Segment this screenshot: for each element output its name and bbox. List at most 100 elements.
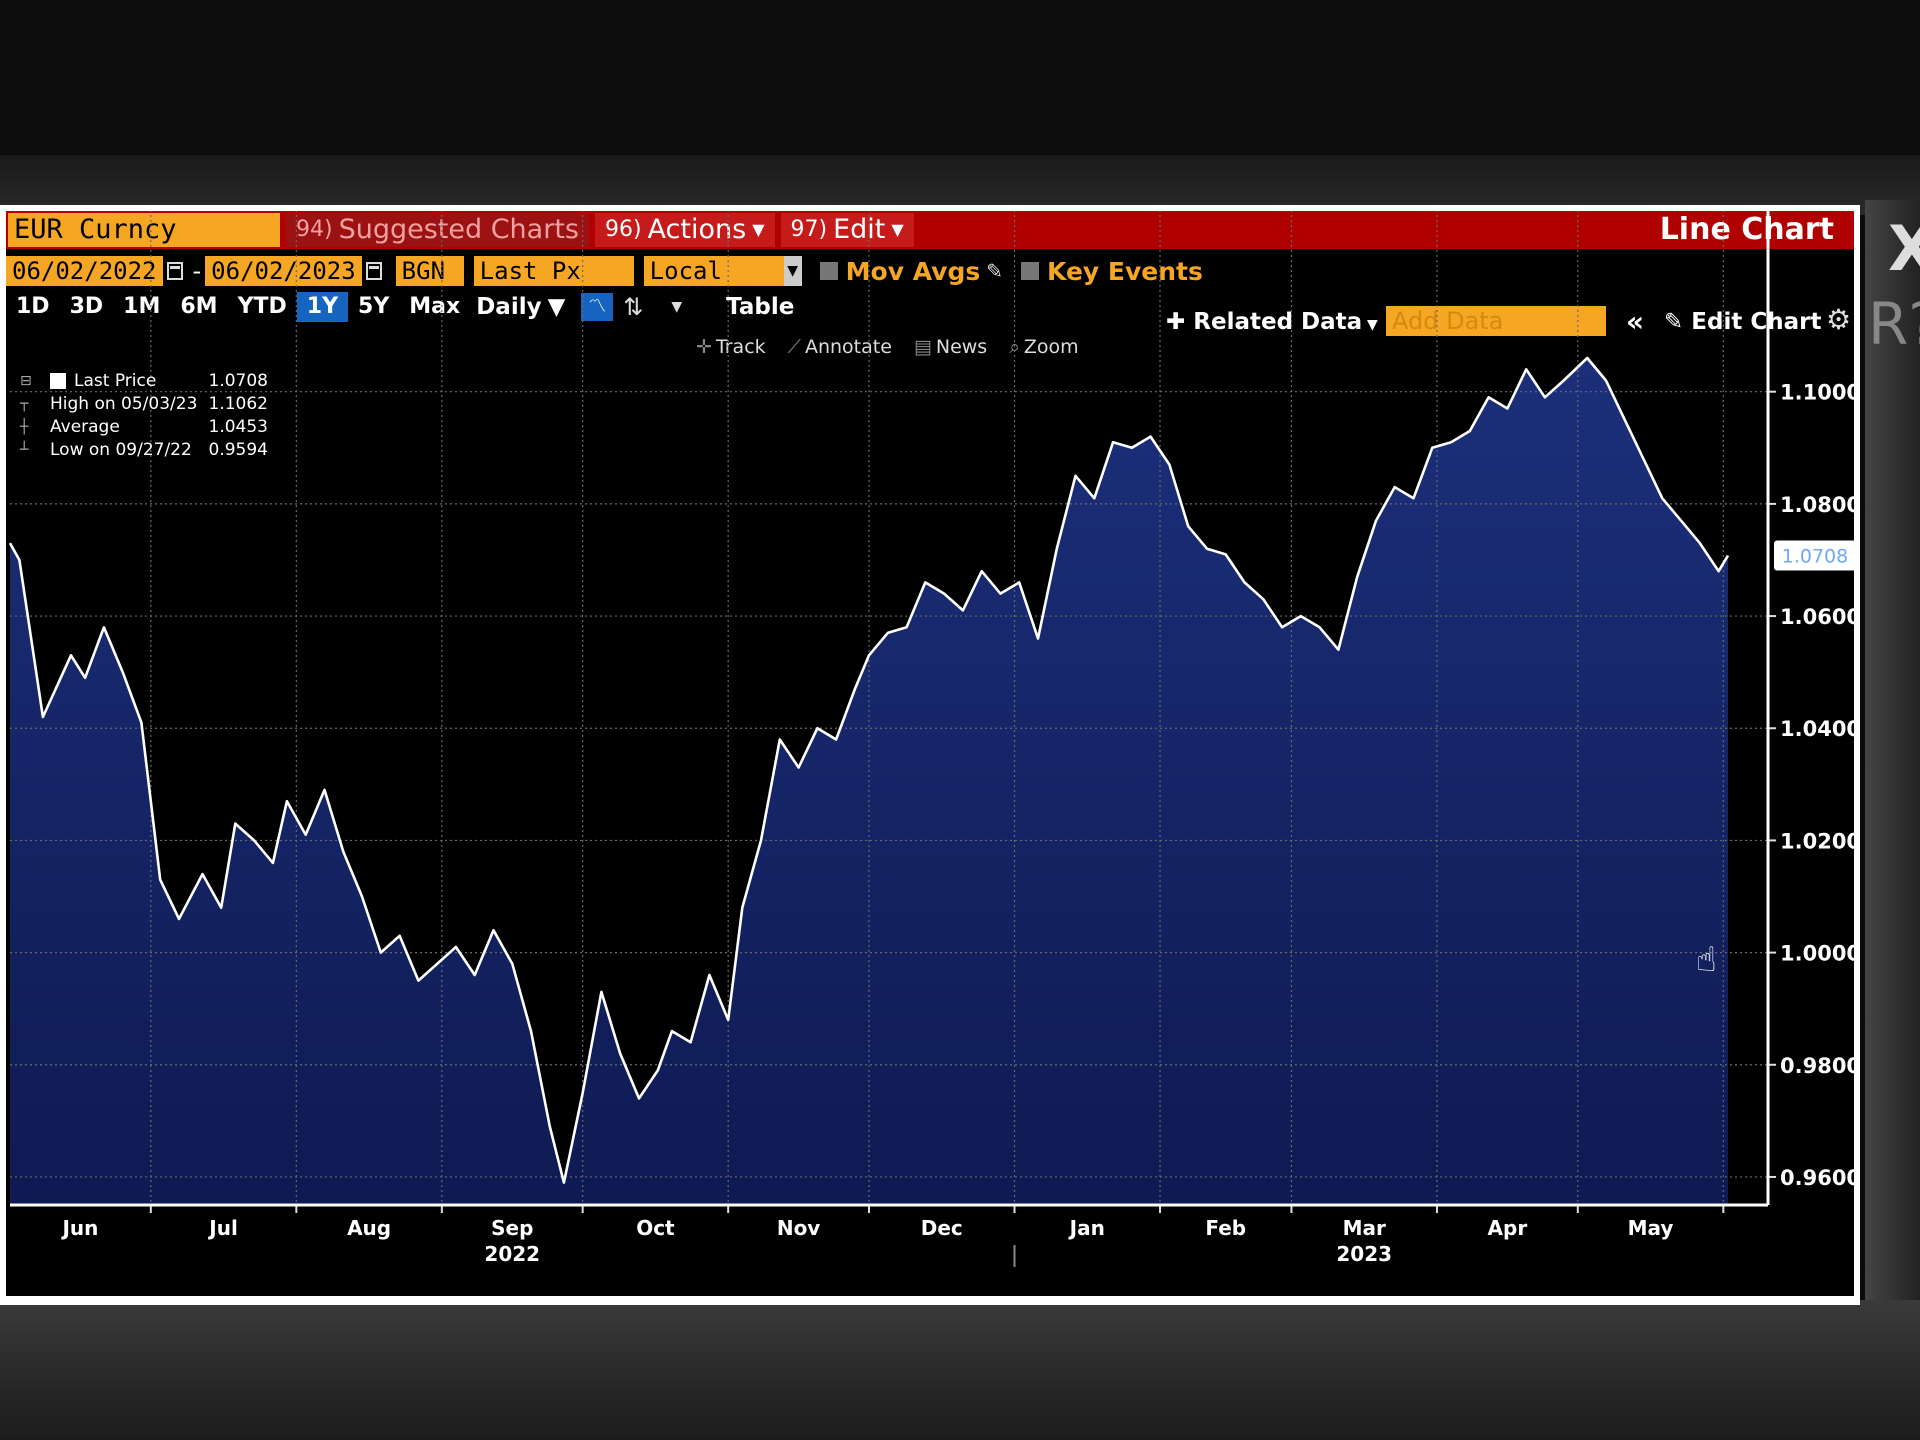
- legend-average-label: Average: [50, 416, 120, 437]
- range-max[interactable]: Max: [409, 294, 461, 319]
- price-field[interactable]: Last Px: [473, 256, 634, 286]
- range-5y[interactable]: 5Y: [358, 294, 390, 319]
- y-tick-label: 1.0200: [1780, 829, 1854, 853]
- legend-low-label: Low on 09/27/22: [50, 439, 192, 460]
- x-tick-label: Feb: [1205, 1216, 1246, 1240]
- chevron-down-icon: ▼: [891, 220, 904, 239]
- high-marker-icon: ┬: [20, 395, 29, 412]
- mov-avgs-label[interactable]: Mov Avgs: [845, 256, 981, 286]
- range-1d[interactable]: 1D: [16, 294, 50, 319]
- chevron-down-icon[interactable]: ▼: [671, 299, 683, 315]
- price-chart[interactable]: 1.1000 1.0800 1.0600 1.0400 1.0200 1.0000 0.98…: [6, 211, 1854, 1296]
- actions-number: 96): [604, 217, 642, 242]
- zoom-label: Zoom: [1023, 336, 1079, 358]
- start-date-field[interactable]: 06/02/2022: [6, 256, 163, 286]
- news-icon: ▤: [913, 336, 932, 358]
- annotate-icon: ⟋: [787, 336, 801, 358]
- date-controls: 06/02/2022 - 06/02/2023 BGN Last Px Loca…: [6, 255, 1854, 315]
- range-3d[interactable]: 3D: [69, 294, 104, 319]
- chart-legend: ⊟ Last Price 1.0708 ┬ High on 05/03/23 1…: [20, 369, 268, 461]
- calendar-icon[interactable]: [365, 262, 382, 280]
- x-tick-label: Jun: [60, 1216, 98, 1240]
- actions-menu-button[interactable]: 96) Actions ▼: [594, 213, 775, 247]
- related-data-button[interactable]: ✚ Related Data ▼: [1166, 309, 1378, 335]
- news-label: News: [935, 336, 988, 358]
- title-bar: EUR Curncy 94) Suggested Charts 96) Acti…: [6, 211, 1854, 249]
- news-tool[interactable]: ▤ News: [914, 336, 987, 358]
- close-icon[interactable]: X: [1888, 212, 1920, 285]
- currency-field[interactable]: Local CCY: [643, 256, 784, 315]
- low-marker-icon: ┴: [20, 441, 29, 458]
- chart-type-title: Line Chart: [1659, 212, 1834, 247]
- x-tick-label: Jul: [207, 1216, 238, 1240]
- range-6m[interactable]: 6M: [180, 294, 218, 319]
- y-tick-label: 1.0000: [1780, 942, 1854, 966]
- x-tick-label: Apr: [1488, 1216, 1528, 1240]
- x-tick-label: Mar: [1343, 1216, 1386, 1240]
- annotate-tool[interactable]: ⟋ Annotate: [788, 336, 892, 358]
- plus-icon: ✚: [1166, 309, 1194, 335]
- pencil-icon: ✎: [1664, 309, 1692, 335]
- chevron-down-icon[interactable]: ▼: [547, 294, 566, 320]
- average-marker-icon: ┼: [20, 418, 29, 435]
- actions-label: Actions: [647, 214, 747, 245]
- x-tick-label: Nov: [777, 1216, 821, 1240]
- y-tick-label: 1.0800: [1780, 493, 1854, 517]
- chevron-down-icon: ▼: [1362, 317, 1378, 333]
- mov-avgs-checkbox[interactable]: [819, 262, 838, 280]
- hand-cursor-icon: ☝: [1696, 940, 1717, 980]
- legend-tree-icon: ⊟: [20, 372, 32, 389]
- last-price-badge: [1774, 540, 1854, 571]
- bar-chart-icon[interactable]: ⇅: [623, 293, 644, 321]
- year-label: 2023: [1336, 1242, 1392, 1266]
- monitor-screen: EUR Curncy 94) Suggested Charts 96) Acti…: [0, 205, 1860, 1305]
- legend-last-value: 1.0708: [208, 370, 268, 391]
- pencil-icon[interactable]: ✎: [986, 259, 1004, 283]
- frequency-dropdown[interactable]: Daily: [476, 294, 542, 320]
- related-data-label: Related Data: [1193, 309, 1363, 335]
- range-bar: 1D 3D 1M 6M YTD 1Y 5Y Max Daily ▼ 〽 ⇅ ▼ …: [6, 291, 1854, 323]
- legend-low: ┴ Low on 09/27/22 0.9594: [20, 438, 268, 461]
- table-button[interactable]: Table: [726, 294, 795, 320]
- collapse-icon[interactable]: «: [1626, 305, 1645, 338]
- line-chart-icon[interactable]: 〽: [581, 293, 614, 321]
- key-events-label[interactable]: Key Events: [1047, 256, 1203, 286]
- chart-window: EUR Curncy 94) Suggested Charts 96) Acti…: [6, 211, 1854, 1296]
- edge-text: R?: [1868, 290, 1920, 358]
- edit-chart-label: Edit Chart: [1691, 309, 1822, 335]
- legend-last: ⊟ Last Price 1.0708: [20, 369, 268, 392]
- legend-swatch: [50, 372, 66, 389]
- add-data-field[interactable]: Add Data: [1386, 306, 1606, 336]
- backdrop-bottom: [0, 1300, 1920, 1440]
- key-events-checkbox[interactable]: [1021, 262, 1040, 280]
- ticker-field[interactable]: EUR Curncy: [8, 213, 280, 247]
- suggested-label: Suggested Charts: [338, 214, 579, 245]
- x-tick-label: Oct: [636, 1216, 675, 1240]
- crosshair-icon: ✛: [696, 336, 712, 358]
- edit-menu-button[interactable]: 97) Edit ▼: [780, 213, 914, 247]
- x-tick-label: Aug: [347, 1216, 391, 1240]
- range-ytd[interactable]: YTD: [237, 294, 287, 319]
- end-date-field[interactable]: 06/02/2023: [205, 256, 362, 286]
- edit-number: 97): [790, 217, 828, 242]
- x-tick-label: Dec: [921, 1216, 963, 1240]
- legend-high-value: 1.1062: [208, 393, 268, 414]
- legend-average: ┼ Average 1.0453: [20, 415, 268, 438]
- range-1y[interactable]: 1Y: [296, 292, 349, 322]
- legend-high: ┬ High on 05/03/23 1.1062: [20, 392, 268, 415]
- edit-chart-button[interactable]: ✎ Edit Chart: [1664, 309, 1821, 335]
- x-tick-label: Sep: [491, 1216, 533, 1240]
- source-field[interactable]: BGN: [395, 256, 464, 286]
- last-price-label: 1.0708: [1782, 545, 1848, 567]
- year-label: 2022: [484, 1242, 540, 1266]
- gear-icon[interactable]: ⚙: [1826, 303, 1852, 336]
- legend-average-value: 1.0453: [208, 416, 268, 437]
- annotate-label: Annotate: [804, 336, 892, 358]
- y-tick-label: 1.0600: [1780, 605, 1854, 629]
- suggested-charts-button[interactable]: 94) Suggested Charts: [286, 213, 589, 247]
- price-line: [8, 356, 1730, 1184]
- calendar-icon[interactable]: [166, 262, 183, 280]
- range-1m[interactable]: 1M: [123, 294, 161, 319]
- chevron-down-icon[interactable]: ▼: [783, 256, 802, 286]
- y-tick-label: 0.9800: [1780, 1054, 1854, 1078]
